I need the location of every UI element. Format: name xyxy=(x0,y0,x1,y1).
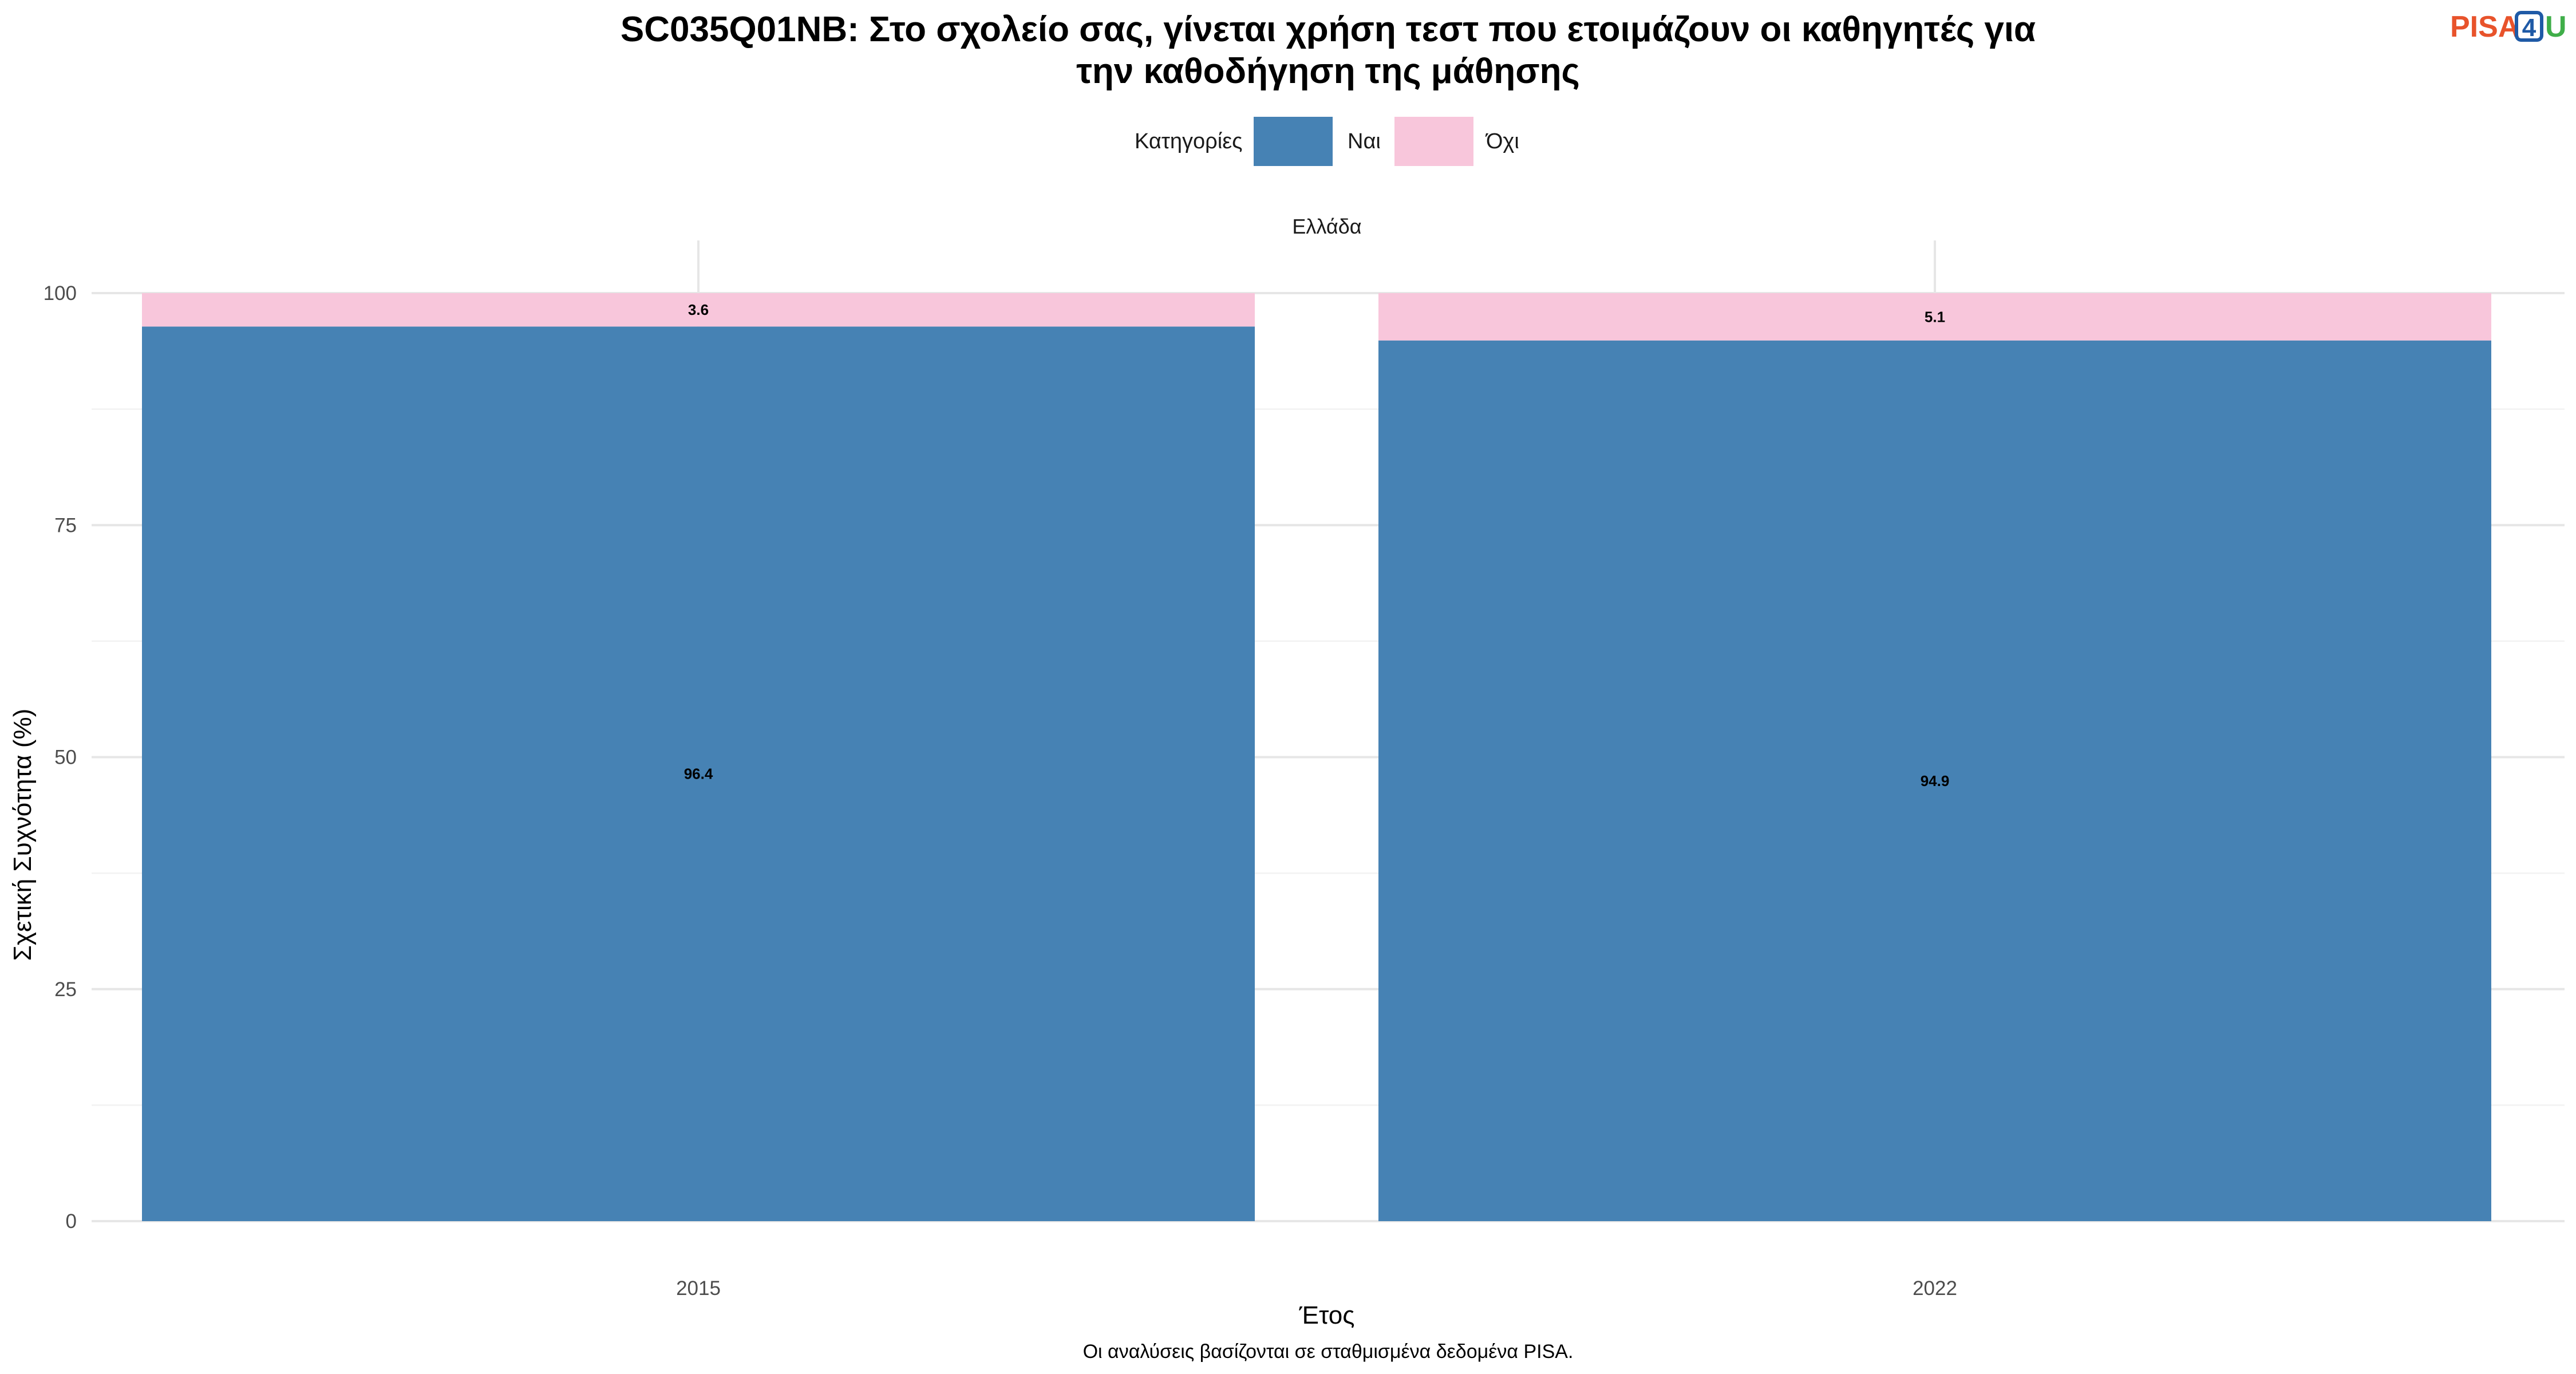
legend-title: Κατηγορίες xyxy=(1135,129,1242,153)
data-label-2015-series-0: 96.4 xyxy=(684,765,713,783)
data-label-2015-series-1: 3.6 xyxy=(688,301,709,318)
logo-text-4: 4 xyxy=(2522,14,2537,42)
y-tick-label: 50 xyxy=(54,747,77,769)
logo-box-4 xyxy=(2515,11,2543,42)
x-tick-label: 2015 xyxy=(676,1277,721,1300)
caption: Οι αναλύσεις βασίζονται σε σταθμισμένα δ… xyxy=(1083,1341,1574,1363)
legend-label-nai: Ναι xyxy=(1348,129,1381,153)
y-tick-label: 25 xyxy=(54,978,77,1001)
bar-2022-series-0 xyxy=(1378,340,2491,1221)
chart-title-line-1: SC035Q01NB: Στο σχολείο σας, γίνεται χρή… xyxy=(621,10,2036,49)
data-labels: 96.4 3.6 94.9 5.1 xyxy=(684,301,1950,789)
y-axis-ticks: 0 25 50 75 100 xyxy=(44,282,77,1233)
y-tick-label: 75 xyxy=(54,514,77,536)
legend-swatch-nai xyxy=(1254,117,1333,166)
x-axis-ticks: 2015 2022 xyxy=(676,1277,1957,1300)
x-axis-title: Έτος xyxy=(1299,1301,1355,1329)
legend-swatch-ochi xyxy=(1394,117,1473,166)
chart-title-line-2: την καθοδήγηση της μάθησης xyxy=(1076,52,1580,91)
bar-2015-series-0 xyxy=(142,326,1255,1222)
y-tick-label: 0 xyxy=(66,1210,77,1233)
legend: Κατηγορίες Ναι Όχι xyxy=(1135,117,1519,166)
bar-2015-series-1 xyxy=(142,293,1255,327)
facet-label: Ελλάδα xyxy=(1292,215,1361,238)
bars xyxy=(142,293,2491,1222)
y-tick-label: 100 xyxy=(44,282,77,305)
bar-2022-series-1 xyxy=(1378,293,2491,341)
logo-text-u: U xyxy=(2545,10,2567,44)
pisa4u-logo: PISA 4 U xyxy=(2450,10,2567,44)
x-tick-label: 2022 xyxy=(1913,1277,1957,1300)
legend-label-ochi: Όχι xyxy=(1485,129,1519,153)
y-axis-title: Σχετική Συχνότητα (%) xyxy=(9,709,37,961)
data-label-2022-series-1: 5.1 xyxy=(1925,308,1945,325)
data-label-2022-series-0: 94.9 xyxy=(1921,772,1950,789)
logo-text-pisa: PISA xyxy=(2450,10,2519,44)
